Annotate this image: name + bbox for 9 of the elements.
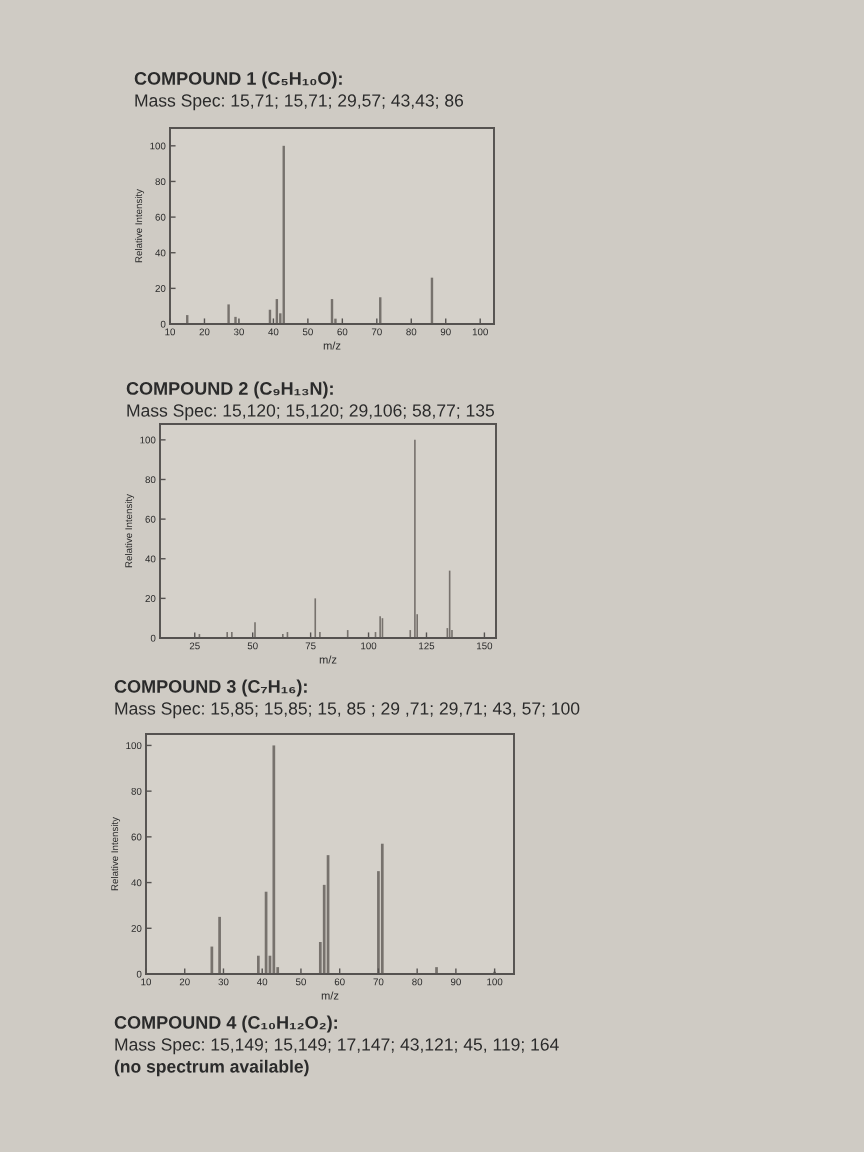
chart-title: COMPOUND 1 (C₅H₁₀O):: [134, 71, 342, 89]
text: COMPOUND 4 (C₁₀H₁₂O₂):: [114, 1015, 337, 1033]
text: (no spectrum available): [114, 1059, 309, 1077]
chart-title: COMPOUND 3 (C₇H₁₆):: [114, 679, 307, 697]
text: Mass Spec: 15,149; 15,149; 17,147; 43,121; 45, 119; 164: [115, 1038, 559, 1055]
chart-subtitle: Mass Spec: 15,71; 15,71; 29,57; 43,43; 86: [135, 94, 464, 111]
chart-subtitle: Mass Spec: 15,120; 15,120; 29,106; 58,77; 135: [127, 404, 495, 421]
chart-subtitle: Mass Spec: 15,85; 15,85; 15, 85 ; 29 ,71; 29,71; 43, 57; 100: [115, 702, 580, 719]
chart-title: COMPOUND 2 (C₉H₁₃N):: [126, 381, 333, 399]
